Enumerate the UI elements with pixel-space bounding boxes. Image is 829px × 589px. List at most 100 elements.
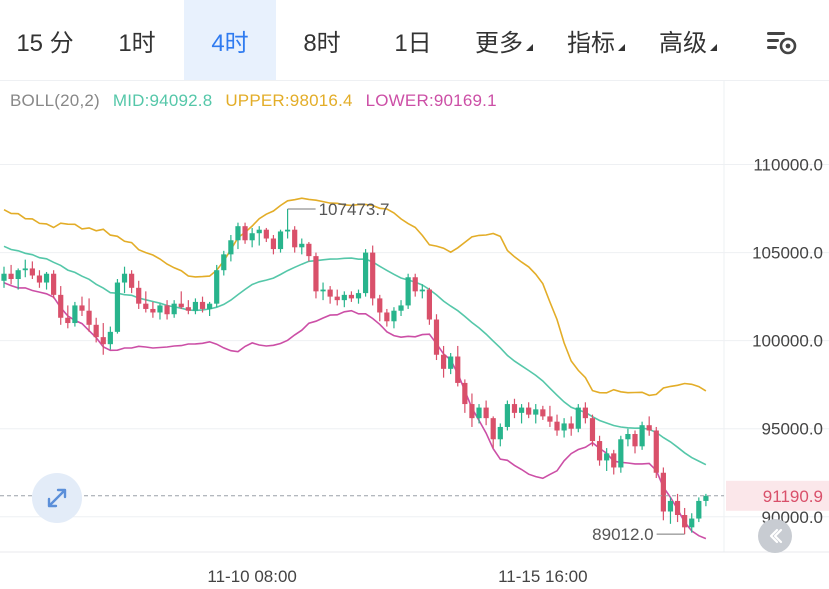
candle-body — [625, 434, 631, 440]
candle-body — [221, 254, 227, 271]
candle-body — [682, 515, 688, 528]
candle-body — [313, 256, 319, 292]
candle-body — [58, 294, 64, 318]
chart-settings-button[interactable] — [764, 28, 800, 56]
candle-body — [136, 287, 142, 304]
candle — [483, 400, 489, 426]
candle — [582, 402, 588, 424]
candle — [58, 286, 64, 325]
candle — [292, 226, 298, 253]
candle — [377, 294, 383, 322]
expand-button[interactable] — [32, 473, 82, 523]
candle-body — [263, 229, 269, 239]
candle — [249, 227, 255, 248]
candle — [65, 305, 71, 329]
candle — [625, 428, 631, 447]
candle — [277, 229, 284, 253]
candle — [703, 493, 709, 507]
scroll-to-latest-button[interactable] — [758, 519, 792, 553]
candle — [575, 404, 581, 433]
candle-body — [362, 252, 369, 294]
candle — [178, 291, 184, 309]
high-price-label: 107473.7 — [319, 200, 390, 219]
candle — [511, 398, 518, 419]
candle-body — [589, 418, 596, 442]
boll-upper-line — [3, 197, 707, 397]
candle-body — [277, 231, 284, 250]
x-tick-label: 11-10 08:00 — [207, 567, 296, 586]
candle-body — [370, 252, 376, 299]
candles — [1, 209, 709, 535]
candle — [639, 421, 645, 450]
candle — [263, 227, 269, 243]
candle-body — [235, 226, 241, 241]
boll-legend: BOLL(20,2) MID:94092.8 UPPER:98016.4 LOW… — [10, 91, 505, 111]
tab-label: 4时 — [211, 29, 249, 57]
candle — [462, 379, 468, 413]
candle — [696, 497, 702, 523]
candle — [285, 209, 291, 239]
candle — [504, 400, 510, 431]
candle-body — [65, 317, 71, 324]
candlestick-chart: 110000.0105000.0100000.095000.090000.011… — [0, 80, 829, 586]
boll-lower-line — [3, 282, 707, 540]
candle — [107, 326, 113, 350]
candle — [79, 296, 85, 316]
candle-body — [518, 407, 525, 413]
candle-body — [51, 273, 57, 295]
candle — [221, 250, 227, 276]
candle-body — [199, 301, 206, 309]
candle-body — [249, 233, 255, 241]
last-price-label: 91190.9 — [763, 487, 823, 506]
candle-body — [596, 441, 603, 461]
tab-label: 更多 — [475, 29, 523, 57]
candle-body — [256, 229, 262, 234]
candle — [72, 301, 78, 327]
candle — [36, 270, 43, 288]
candle — [157, 303, 163, 320]
y-tick-label: 110000.0 — [753, 156, 823, 175]
tab-indicators[interactable]: 指标 — [550, 0, 642, 80]
candle — [341, 291, 347, 308]
tab-label: 高级 — [659, 29, 707, 57]
candle-body — [455, 356, 461, 383]
candle — [667, 497, 674, 524]
bollinger-bands — [3, 197, 707, 540]
tab-15m[interactable]: 15 分 — [0, 0, 90, 80]
y-tick-label: 100000.0 — [752, 332, 823, 351]
candle — [235, 222, 241, 250]
candle — [426, 287, 432, 325]
candle-body — [22, 268, 28, 271]
candle — [547, 405, 553, 427]
candle — [136, 280, 142, 309]
candle-body — [689, 518, 695, 528]
candle-body — [618, 439, 624, 468]
chevron-left-double-icon — [769, 528, 783, 544]
candle-body — [575, 407, 581, 429]
tab-1d[interactable]: 1日 — [368, 0, 458, 80]
candle-body — [320, 289, 326, 292]
tab-8h[interactable]: 8时 — [276, 0, 368, 80]
grid — [0, 80, 829, 553]
candle-body — [426, 289, 432, 320]
candle — [199, 296, 206, 313]
candle-body — [171, 303, 177, 315]
candle — [497, 423, 503, 447]
candle-body — [121, 273, 128, 283]
tab-more[interactable]: 更多 — [458, 0, 550, 80]
candle-body — [568, 423, 574, 429]
candle — [242, 222, 248, 244]
candle-body — [270, 238, 277, 250]
boll-mid: MID:94092.8 — [112, 91, 213, 110]
candle-body — [497, 426, 503, 440]
candle-body — [639, 425, 645, 447]
candle-body — [384, 312, 390, 322]
caret-icon — [618, 43, 625, 51]
candle — [653, 426, 659, 479]
tab-advanced[interactable]: 高级 — [642, 0, 734, 80]
tab-4h[interactable]: 4时 — [184, 0, 276, 80]
tab-label: 8时 — [303, 29, 341, 57]
candle — [121, 266, 128, 294]
tab-1h[interactable]: 1时 — [90, 0, 184, 80]
candle-body — [554, 421, 560, 431]
